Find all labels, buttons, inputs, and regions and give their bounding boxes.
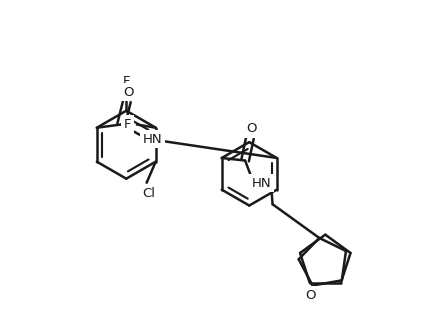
Text: F: F — [124, 118, 131, 131]
Text: HN: HN — [251, 177, 271, 190]
Text: HN: HN — [143, 133, 163, 146]
Text: O: O — [306, 289, 316, 302]
Text: O: O — [246, 122, 257, 135]
Text: Cl: Cl — [142, 187, 155, 200]
Text: O: O — [123, 85, 134, 98]
Text: F: F — [122, 75, 130, 88]
